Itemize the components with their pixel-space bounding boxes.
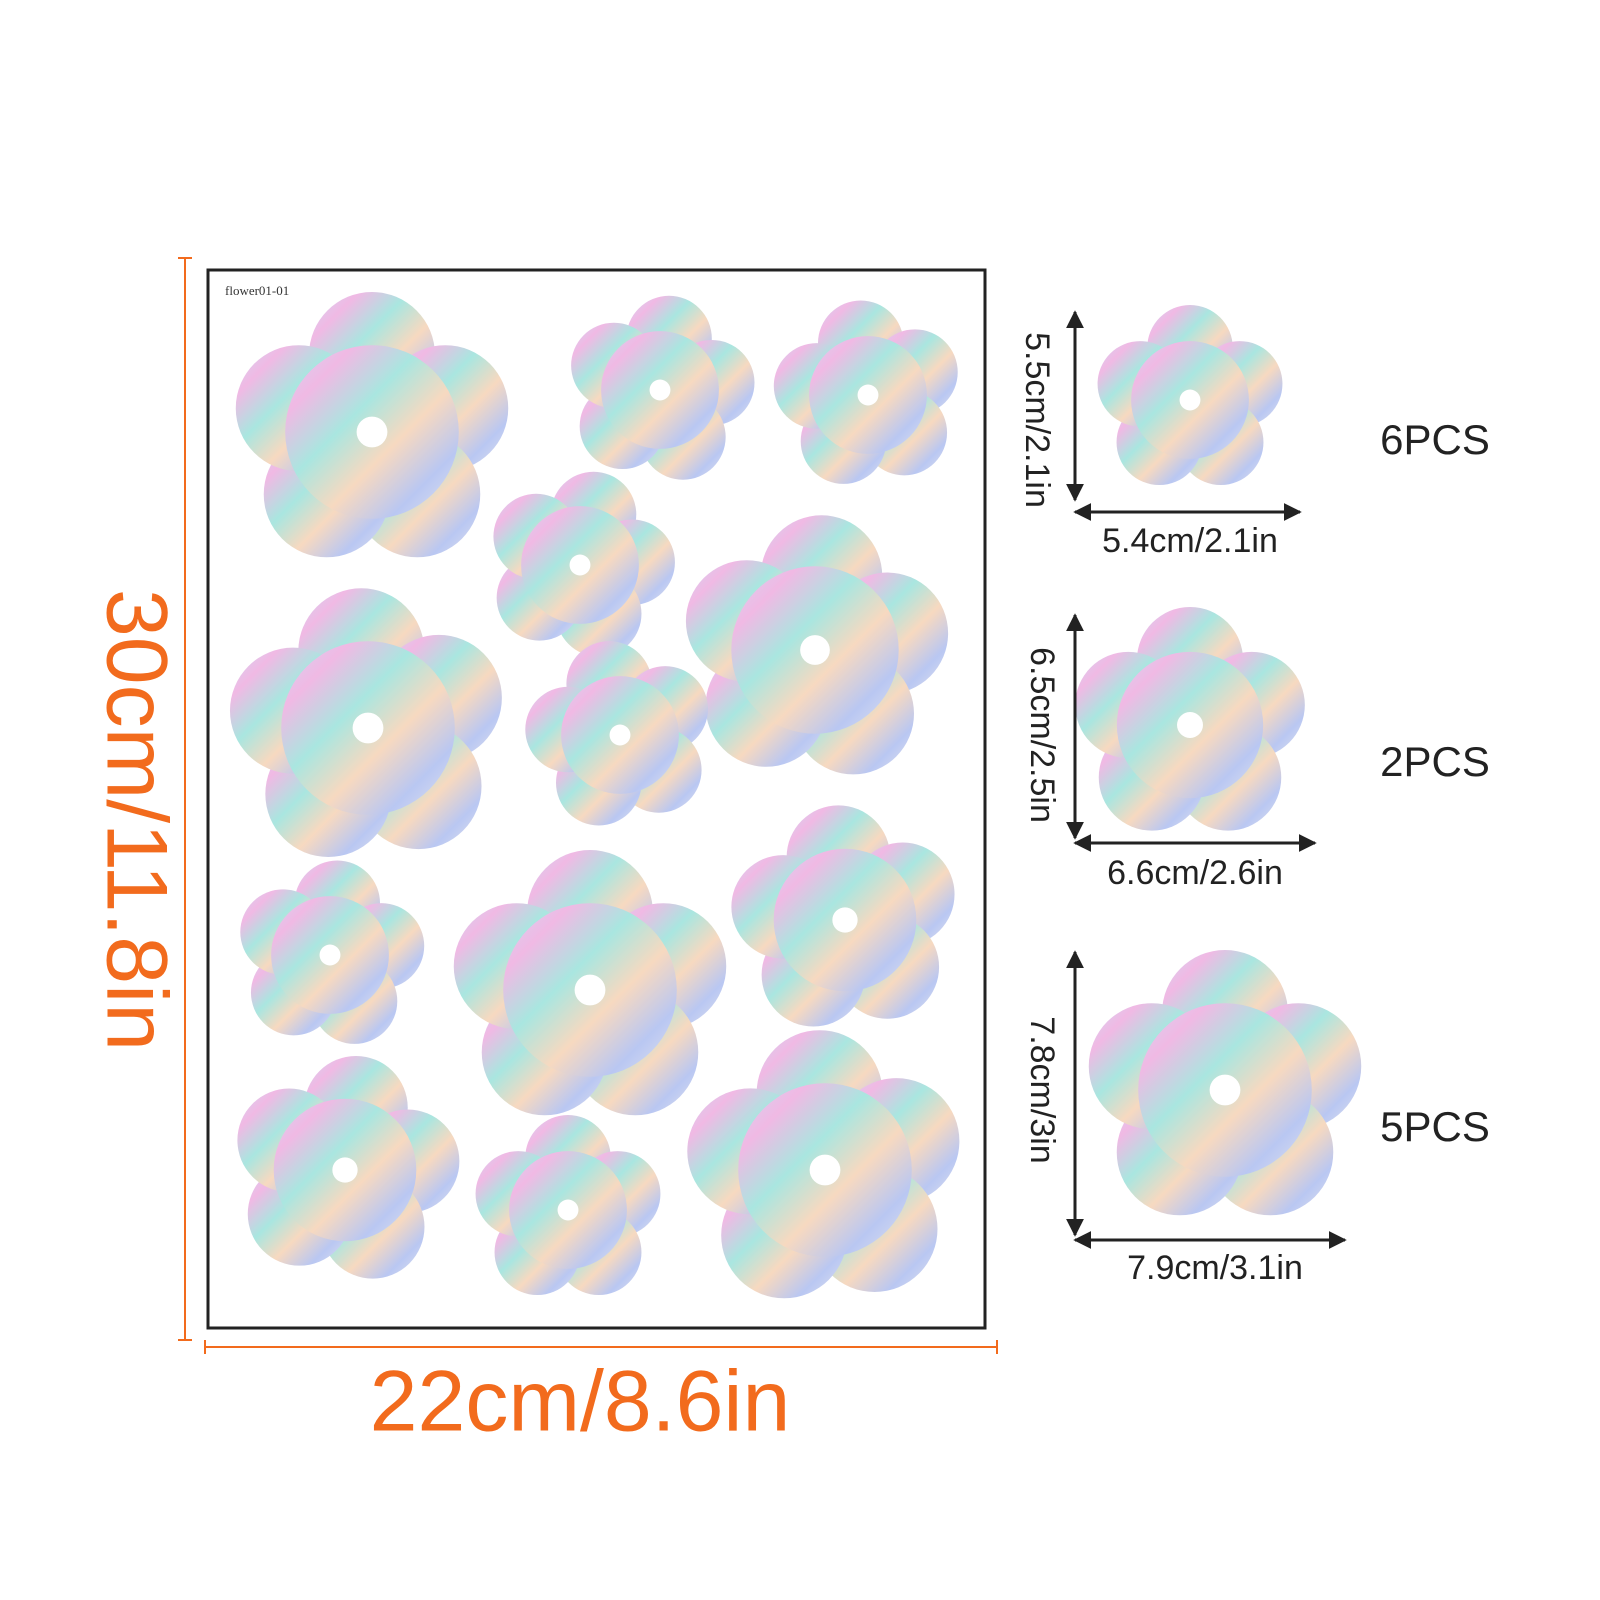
flower	[1097, 305, 1283, 486]
flower	[240, 860, 425, 1044]
flower	[1075, 607, 1305, 831]
flower-hole	[319, 944, 341, 966]
size-height: 7.8cm/3in	[1023, 1016, 1061, 1163]
flower	[571, 295, 755, 480]
flower-hole	[809, 1154, 841, 1186]
flower-hole	[574, 974, 606, 1006]
flower	[237, 1055, 460, 1279]
flower	[525, 641, 708, 826]
flower-hole	[1209, 1074, 1241, 1106]
size-width: 7.9cm/3.1in	[1127, 1249, 1303, 1287]
flower	[453, 850, 727, 1116]
flower-hole	[332, 1157, 358, 1183]
sheet-height: 30cm/11.8in	[88, 589, 184, 1051]
flower	[493, 471, 675, 657]
flower-hole	[352, 712, 384, 744]
size-width: 6.6cm/2.6in	[1107, 854, 1283, 892]
size-count: 5PCS	[1380, 1103, 1490, 1150]
flower-hole	[557, 1199, 579, 1221]
flower-hole	[857, 384, 879, 406]
size-count: 6PCS	[1380, 416, 1490, 463]
sheet-width: 22cm/8.6in	[370, 1354, 791, 1450]
flower-hole	[1179, 389, 1201, 411]
flower	[229, 588, 502, 858]
flower-hole	[649, 379, 671, 401]
size-height: 6.5cm/2.5in	[1023, 647, 1061, 823]
flower-hole	[609, 724, 631, 746]
size-guide: 5.5cm/2.1in 5.4cm/2.1in 6PCS 6.5cm/2.5in 6.6…	[1018, 305, 1490, 1287]
sheet-label: flower01-01	[225, 283, 289, 298]
size-count: 2PCS	[1380, 738, 1490, 785]
flower-hole	[569, 554, 591, 576]
flower-hole	[800, 635, 830, 665]
flower-hole	[356, 416, 388, 448]
flower-hole	[832, 907, 858, 933]
dimension-lines	[178, 257, 998, 1354]
flowers	[229, 292, 960, 1299]
flower	[475, 1115, 661, 1296]
size-width: 5.4cm/2.1in	[1102, 522, 1278, 560]
flower	[687, 1030, 960, 1299]
flower	[731, 805, 955, 1027]
flower	[1088, 950, 1362, 1216]
flower-hole	[1177, 712, 1203, 738]
flower	[685, 515, 949, 775]
size-height: 5.5cm/2.1in	[1018, 332, 1056, 508]
flower	[773, 300, 958, 484]
flower	[235, 292, 509, 558]
